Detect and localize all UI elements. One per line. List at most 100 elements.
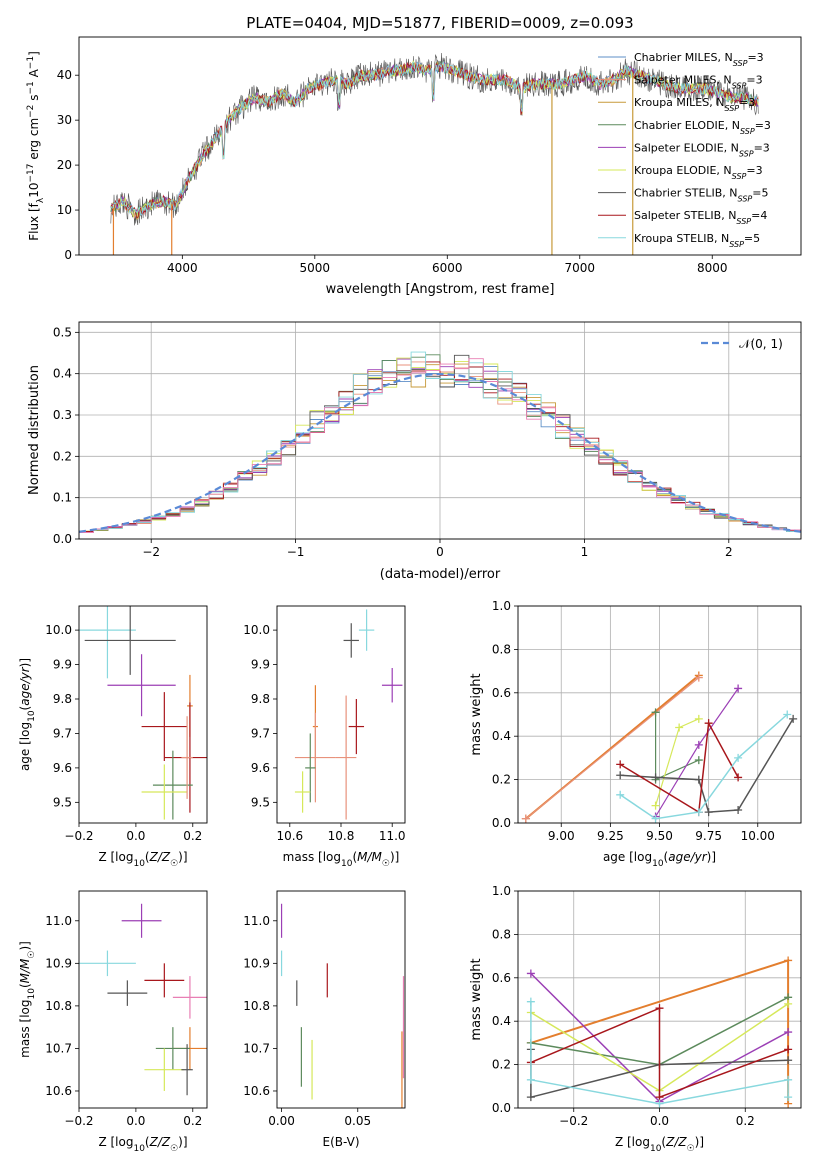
mass-vs-z-frame bbox=[78, 890, 208, 1109]
error-bar-point bbox=[152, 750, 193, 820]
y-tick-label: 40 bbox=[57, 68, 72, 82]
gaussian-curve bbox=[79, 372, 801, 533]
x-tick-label: 2 bbox=[725, 545, 733, 559]
x-tick-label: 9.00 bbox=[548, 829, 575, 843]
y-tick-label: 10.6 bbox=[243, 1084, 270, 1098]
y-tick-label: 0.8 bbox=[492, 642, 511, 656]
weight-marker bbox=[789, 714, 798, 723]
y-tick-label: 10.8 bbox=[243, 999, 270, 1013]
y-tick-label: 10.6 bbox=[45, 1084, 72, 1098]
spectrum-x-label: wavelength [Angstrom, rest frame] bbox=[326, 282, 555, 297]
weight-marker bbox=[655, 1099, 664, 1108]
y-tick-label: 30 bbox=[57, 113, 72, 127]
weight-marker bbox=[734, 805, 743, 814]
mass-vs-z-axes: −0.2 0.0 0.2 10.6 10.7 10.8 10.9 11.0 bbox=[45, 903, 207, 1128]
x-tick-label: 0 bbox=[436, 545, 444, 559]
x-tick-label: −1 bbox=[287, 545, 305, 559]
y-tick-label: 0.2 bbox=[492, 773, 511, 787]
weight-marker bbox=[526, 1075, 535, 1084]
weight-vs-z-y-label: mass weight bbox=[469, 958, 484, 1040]
x-tick-label: 0.2 bbox=[736, 1114, 755, 1128]
x-tick-label: 10.00 bbox=[741, 829, 775, 843]
x-tick-label: 0.0 bbox=[126, 1114, 145, 1128]
spectrum-title: PLATE=0404, MJD=51877, FIBERID=0009, z=0… bbox=[246, 14, 633, 32]
weight-series-line bbox=[525, 677, 700, 820]
x-tick-label: 9.25 bbox=[597, 829, 624, 843]
weight-series-line bbox=[655, 712, 700, 781]
y-tick-label: 0.6 bbox=[492, 686, 511, 700]
legend-label: Kroupa ELODIE, NSSP=3 bbox=[634, 164, 763, 181]
error-bar-point bbox=[121, 903, 162, 938]
weight-marker bbox=[704, 719, 713, 728]
weight-marker bbox=[616, 760, 625, 769]
y-tick-label: 0.4 bbox=[53, 367, 72, 381]
legend-label: Chabrier STELIB, NSSP=5 bbox=[634, 187, 768, 204]
x-tick-label: 0.2 bbox=[183, 829, 202, 843]
weight-marker bbox=[734, 753, 743, 762]
mass-vs-z-x-label: Z [log10(Z/Z☉)] bbox=[98, 1135, 187, 1154]
age-vs-mass-frame bbox=[276, 605, 406, 824]
error-bar-point bbox=[141, 764, 188, 820]
weight-vs-age-frame bbox=[517, 605, 802, 824]
x-tick-label: 5000 bbox=[300, 261, 331, 275]
error-bar-point bbox=[172, 976, 207, 1019]
y-tick-label: 9.9 bbox=[251, 658, 270, 672]
x-tick-label: 10.8 bbox=[328, 829, 355, 843]
weight-marker bbox=[704, 808, 713, 817]
residuals-frame bbox=[78, 321, 802, 540]
weight-marker bbox=[694, 673, 703, 682]
x-tick-label: 0.0 bbox=[126, 829, 145, 843]
y-tick-label: 0 bbox=[64, 248, 72, 262]
x-tick-label: 8000 bbox=[697, 261, 728, 275]
error-bar-point bbox=[335, 695, 357, 820]
age-vs-mass-axes: 10.6 10.8 11.0 9.5 9.6 9.7 9.8 9.9 10.0 bbox=[243, 609, 406, 843]
x-tick-label: 9.75 bbox=[695, 829, 722, 843]
mass-vs-z-y-label: mass [log10(M/M☉)] bbox=[18, 941, 37, 1058]
weight-marker bbox=[526, 969, 535, 978]
spectrum-legend: Chabrier MILES, NSSP=3 Salpeter MILES, NS… bbox=[598, 51, 771, 248]
legend-label: Chabrier ELODIE, NSSP=3 bbox=[634, 119, 771, 136]
age-vs-mass-x-label: mass [log10(M/M☉)] bbox=[283, 850, 400, 869]
weight-marker bbox=[616, 790, 625, 799]
spectrum-axes: 4000 5000 6000 7000 8000 0 10 20 30 40 bbox=[57, 52, 759, 275]
y-tick-label: 10 bbox=[57, 203, 72, 217]
weight-marker bbox=[526, 1093, 535, 1102]
histogram-step bbox=[79, 358, 801, 539]
weight-marker bbox=[655, 1004, 664, 1013]
weight-vs-z-frame bbox=[517, 890, 802, 1109]
x-tick-label: −2 bbox=[142, 545, 160, 559]
error-bar-point bbox=[181, 716, 193, 799]
y-tick-label: 10.7 bbox=[243, 1041, 270, 1055]
weight-marker bbox=[784, 1028, 793, 1037]
y-tick-label: 0.0 bbox=[53, 532, 72, 546]
weight-marker bbox=[734, 773, 743, 782]
y-tick-label: 0.0 bbox=[492, 816, 511, 830]
error-bar-point bbox=[181, 1044, 193, 1096]
spectrum-series-line bbox=[110, 60, 759, 216]
weight-vs-z-axes: −0.2 0.0 0.2 0.0 0.2 0.4 0.6 0.8 1.0 bbox=[492, 884, 801, 1128]
weight-marker bbox=[784, 1093, 793, 1102]
y-tick-label: 9.5 bbox=[53, 795, 72, 809]
weight-marker bbox=[694, 740, 703, 749]
y-tick-label: 9.6 bbox=[53, 761, 72, 775]
x-tick-label: 6000 bbox=[432, 261, 463, 275]
y-tick-label: 9.9 bbox=[53, 658, 72, 672]
residual-legend-label: 𝒩(0, 1) bbox=[739, 337, 783, 351]
error-bar-point bbox=[305, 733, 316, 803]
y-tick-label: 11.0 bbox=[243, 914, 270, 928]
error-bar-point bbox=[107, 654, 176, 717]
weight-marker bbox=[734, 684, 743, 693]
residuals-axes: −2 −1 0 1 2 0.0 0.1 0.2 0.3 0.4 0.5 bbox=[53, 322, 801, 559]
weight-vs-age-axes: 9.00 9.25 9.50 9.75 10.00 0.0 0.2 0.4 0.6 0.8 1.0 bbox=[492, 599, 801, 843]
y-tick-label: 10.0 bbox=[45, 623, 72, 637]
error-bar-point bbox=[79, 950, 136, 977]
mass-vs-ebv-x-label: E(B-V) bbox=[322, 1135, 359, 1149]
y-tick-label: 10.9 bbox=[45, 956, 72, 970]
y-tick-label: 0.2 bbox=[492, 1058, 511, 1072]
y-tick-label: 10.9 bbox=[243, 956, 270, 970]
y-tick-label: 9.7 bbox=[53, 726, 72, 740]
y-tick-label: 0.3 bbox=[53, 408, 72, 422]
weight-series-line bbox=[655, 718, 700, 806]
x-tick-label: −0.2 bbox=[559, 1114, 588, 1128]
weight-marker bbox=[651, 773, 660, 782]
